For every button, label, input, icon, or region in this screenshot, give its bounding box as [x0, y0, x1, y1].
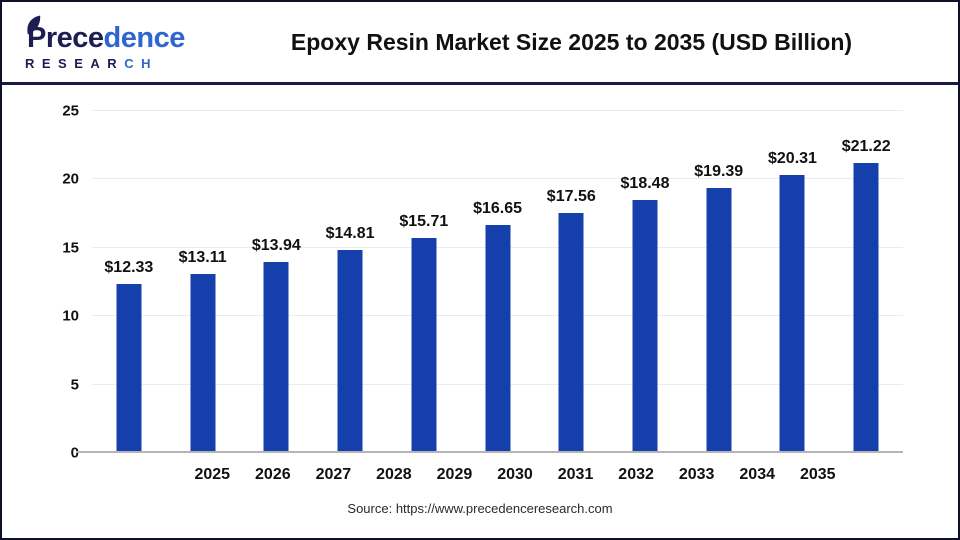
- x-axis-tick-label: 2028: [376, 466, 412, 483]
- brand-name: Prece dence: [22, 14, 237, 53]
- y-axis-tick-label: 25: [62, 102, 79, 120]
- bar-2035: [853, 162, 879, 453]
- bar-slot: $13.11: [166, 111, 240, 453]
- y-axis-tick-label: 15: [62, 239, 79, 257]
- x-axis-tick-label: 2033: [678, 466, 715, 483]
- bar-2031: [558, 212, 584, 453]
- brand-subtitle-blue: CH: [124, 56, 158, 71]
- gridline: [92, 110, 903, 111]
- bar-value-label: $16.65: [473, 200, 522, 218]
- bar-value-label: $13.11: [178, 248, 227, 266]
- x-axis-line: [76, 451, 903, 453]
- y-axis-tick-label: 10: [62, 307, 79, 325]
- gridline: [92, 178, 903, 180]
- bar-slot: $21.22: [829, 111, 903, 453]
- bar-value-label: $18.48: [620, 175, 670, 193]
- footer: Source: https://www.precedenceresearch.c…: [2, 501, 958, 516]
- bar-2032: [632, 200, 658, 453]
- bar-value-label: $14.81: [325, 225, 375, 243]
- x-axis-tick-label: 2027: [315, 466, 352, 483]
- x-axis-tick-label: 2031: [557, 466, 594, 483]
- bar-2027: [263, 262, 289, 453]
- bar-value-label: $19.39: [694, 162, 744, 180]
- brand-name-dark: Prece: [27, 22, 104, 54]
- x-axis-tick-label: 2032: [618, 466, 654, 483]
- chart-area: $12.33 $13.11 $13.94 $14.81 $15.71 $16.65 $17.…: [2, 85, 958, 484]
- brand-logo: Prece dence RESEARCH: [22, 14, 237, 70]
- brand-subtitle-dark: RESEAR: [25, 56, 125, 71]
- bar-slot: $13.94: [239, 111, 313, 453]
- page-title: Epoxy Resin Market Size 2025 to 2035 (US…: [290, 28, 853, 55]
- bar-value-label: $15.71: [399, 213, 449, 231]
- bar-slot: $15.71: [387, 111, 461, 453]
- x-axis-tick-label: 2030: [497, 466, 533, 483]
- brand-subtitle: RESEARCH: [22, 57, 237, 70]
- bar-2029: [411, 238, 437, 453]
- bar-2034: [779, 175, 805, 453]
- bar-value-label: $20.31: [768, 150, 817, 168]
- x-axis-tick-label: 2035: [799, 466, 836, 483]
- bar-slot: $12.33: [92, 111, 166, 453]
- x-axis-tick-label: 2034: [739, 466, 775, 483]
- bar-slot: $19.39: [682, 111, 756, 453]
- bar-slot: $20.31: [756, 111, 830, 453]
- x-axis-tick-label: 2025: [194, 466, 231, 483]
- leaf-icon: [27, 15, 41, 35]
- bar-2028: [337, 250, 363, 453]
- bars-row: $12.33 $13.11 $13.94 $14.81 $15.71 $16.65 $17.…: [92, 111, 903, 453]
- bar-value-label: $12.33: [104, 259, 154, 277]
- bar-slot: $18.48: [608, 111, 682, 453]
- y-axis-tick-label: 0: [70, 444, 79, 462]
- x-axis-tick-label: 2026: [255, 466, 291, 483]
- y-axis-tick-label: 20: [62, 170, 79, 188]
- bar-slot: $17.56: [534, 111, 608, 453]
- bar-2033: [706, 187, 732, 453]
- x-axis-labels: 2025 2026 2027 2028 2029 2030 2031 2032 2033 2034…: [92, 453, 903, 484]
- brand-name-blue: dence: [103, 22, 186, 54]
- bar-value-label: $21.22: [841, 137, 891, 155]
- bar-2025: [116, 284, 142, 453]
- bar-slot: $16.65: [461, 111, 535, 453]
- header: Prece dence RESEARCH Epoxy Resin Market S…: [2, 2, 958, 82]
- bar-value-label: $13.94: [251, 237, 301, 255]
- header-divider: [2, 82, 958, 85]
- source-text: Source: https://www.precedenceresearch.c…: [347, 501, 613, 516]
- bar-slot: $14.81: [313, 111, 387, 453]
- bar-chart-plot: $12.33 $13.11 $13.94 $14.81 $15.71 $16.65 $17.…: [62, 104, 903, 461]
- bar-2030: [485, 225, 511, 453]
- x-axis-tick-label: 2029: [436, 466, 473, 483]
- y-axis-tick-label: 5: [70, 376, 79, 394]
- bar-2026: [190, 273, 216, 453]
- bar-value-label: $17.56: [546, 187, 596, 205]
